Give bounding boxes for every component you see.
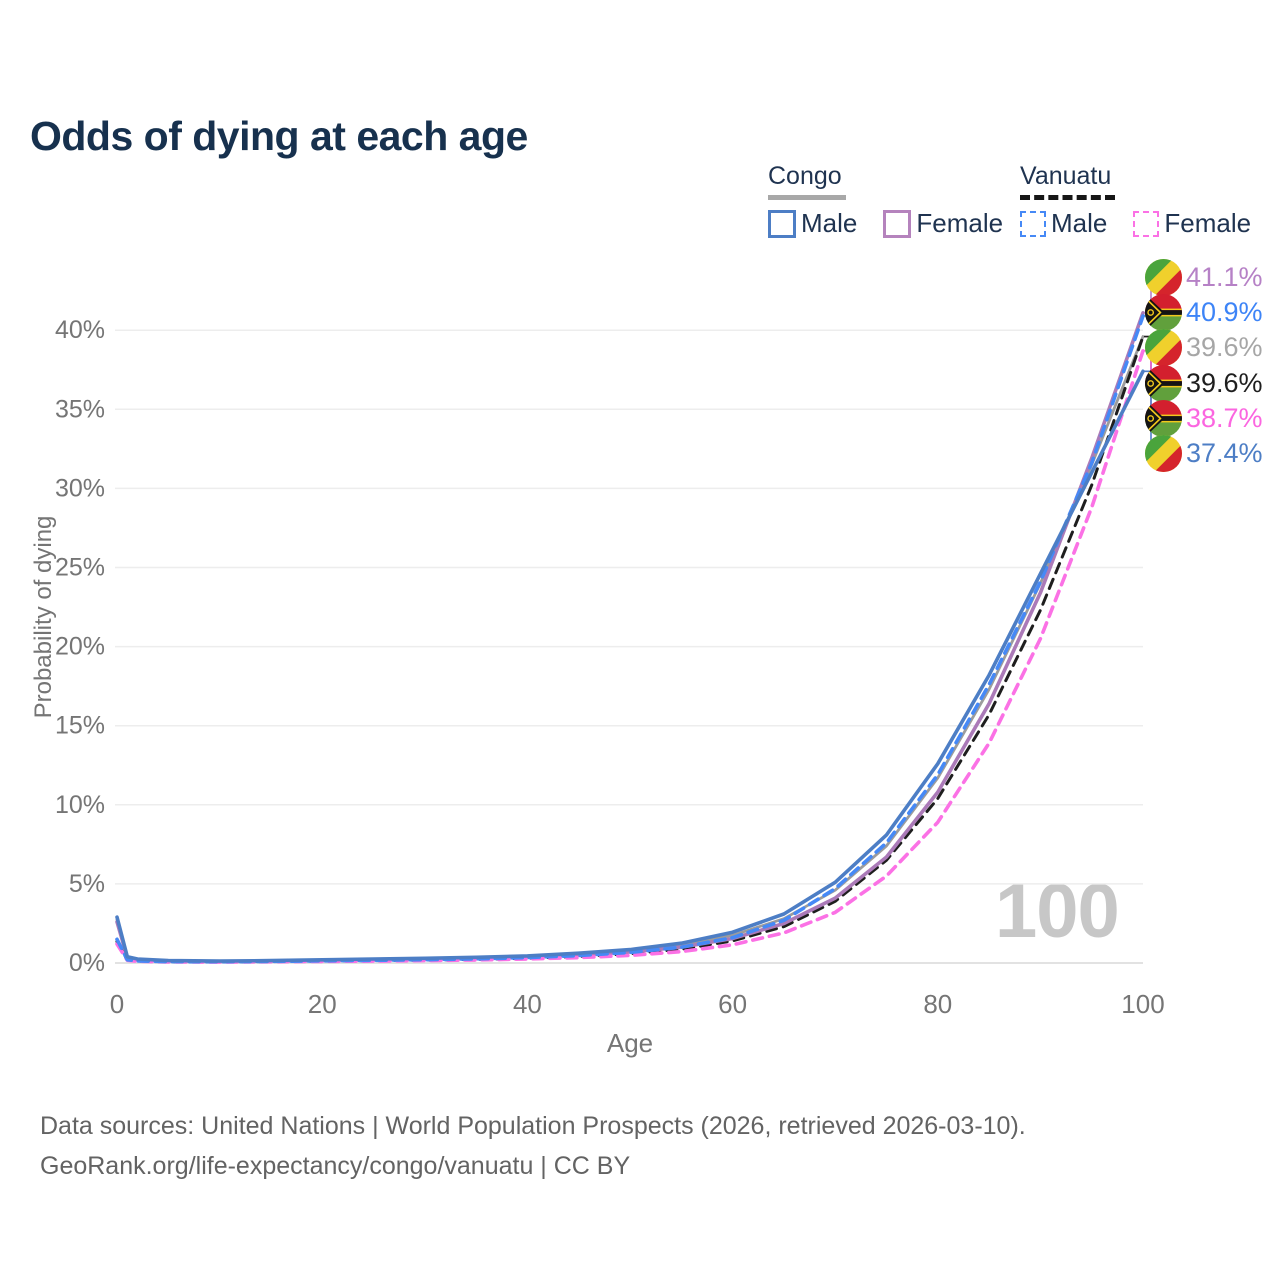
- end-label-row: 39.6%: [1145, 328, 1263, 366]
- end-value-label: 39.6%: [1186, 367, 1263, 398]
- footer: Data sources: United Nations | World Pop…: [40, 1106, 1026, 1186]
- legend-item-label: Male: [801, 208, 858, 238]
- y-tick-label: 0%: [69, 949, 105, 977]
- legend-item-label: Female: [916, 208, 1004, 238]
- congo-female-swatch: [883, 209, 912, 238]
- vanuatu-flag-icon: [1145, 294, 1182, 331]
- legend-country-label-congo: Congo: [768, 162, 842, 190]
- end-value-label: 41.1%: [1186, 261, 1263, 292]
- x-tick-label: 20: [308, 989, 337, 1019]
- legend-item-vanuatu-male[interactable]: Male: [1020, 208, 1107, 239]
- end-label-row: 41.1%: [1145, 258, 1263, 296]
- legend-underline-vanuatu: [1020, 195, 1115, 200]
- end-label-row: 40.9%: [1145, 293, 1263, 331]
- y-tick-label: 35%: [55, 395, 105, 423]
- page-title: Odds of dying at each age: [30, 113, 528, 160]
- end-value-label: 37.4%: [1186, 437, 1263, 468]
- congo_male-line: [115, 369, 1145, 963]
- end-value-label: 38.7%: [1186, 402, 1263, 433]
- congo-flag-icon: [1145, 259, 1182, 296]
- vanuatu-female-swatch: [1133, 210, 1160, 237]
- x-axis-title: Age: [606, 1028, 654, 1058]
- x-tick-label: 100: [1121, 989, 1164, 1019]
- y-tick-label: 20%: [55, 633, 105, 661]
- end-label-row: 39.6%: [1145, 364, 1263, 402]
- end-value-label: 40.9%: [1186, 296, 1263, 327]
- legend-group-vanuatu: Vanuatu Male Female: [1020, 162, 1277, 239]
- x-tick-label: 40: [513, 989, 542, 1019]
- congo-flag-icon: [1145, 435, 1182, 472]
- x-tick-label: 0: [110, 989, 124, 1019]
- legend-item-congo-female[interactable]: Female: [883, 208, 1003, 239]
- vanuatu_both-line: [115, 335, 1145, 964]
- footer-source-line: Data sources: United Nations | World Pop…: [40, 1112, 1026, 1140]
- y-tick-label: 15%: [55, 712, 105, 740]
- vanuatu-flag-icon: [1145, 400, 1182, 437]
- y-tick-label: 5%: [69, 870, 105, 898]
- grid-layer: [115, 329, 1143, 964]
- vanuatu_female-line: [115, 348, 1145, 964]
- congo-flag-icon: [1145, 329, 1182, 366]
- y-tick-label: 40%: [55, 316, 105, 344]
- y-tick-label: 30%: [55, 474, 105, 502]
- legend-underline-congo: [768, 195, 846, 200]
- legend-item-label: Female: [1164, 208, 1252, 238]
- end-label-row: 38.7%: [1145, 399, 1263, 437]
- congo-male-swatch: [768, 209, 796, 238]
- x-tick-label: 80: [923, 989, 952, 1019]
- vanuatu-flag-icon: [1145, 365, 1182, 402]
- vanuatu-male-swatch: [1020, 210, 1046, 237]
- congo_both-line: [115, 335, 1145, 963]
- congo_female-line: [115, 310, 1145, 964]
- y-tick-label: 10%: [55, 791, 105, 819]
- legend-group-congo: Congo Male Female: [768, 162, 1029, 239]
- legend-item-vanuatu-female[interactable]: Female: [1133, 208, 1251, 239]
- legend-item-label: Male: [1051, 208, 1108, 238]
- x-tick-label: 60: [718, 989, 747, 1019]
- series-layer: [115, 310, 1145, 964]
- y-axis-title: Probability of dying: [30, 515, 57, 719]
- legend-country-label-vanuatu: Vanuatu: [1020, 162, 1112, 190]
- vanuatu_male-line: [115, 314, 1145, 964]
- legend-item-congo-male[interactable]: Male: [768, 208, 857, 239]
- y-tick-label: 25%: [55, 554, 105, 582]
- end-value-label: 39.6%: [1186, 331, 1263, 362]
- footer-license-line: GeoRank.org/life-expectancy/congo/vanuat…: [40, 1152, 631, 1180]
- tick-layer: 0% 5% 10% 15% 20% 25% 30% 35% 40% 0 20 40 60 80 100: [55, 316, 1165, 1019]
- end-label-row: 37.4%: [1145, 434, 1263, 472]
